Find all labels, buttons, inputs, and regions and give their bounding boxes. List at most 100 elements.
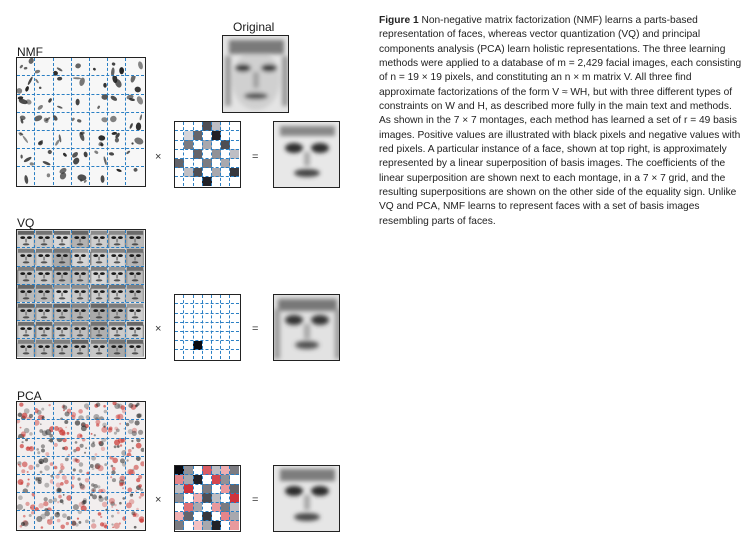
pca-coefficient-grid — [174, 465, 241, 532]
nmf-coefficient-cell — [193, 140, 203, 150]
nmf-coefficient-cell — [202, 140, 212, 150]
pca-basis-image — [71, 492, 90, 512]
grid-dash-vertical — [106, 58, 108, 185]
figure-caption: Figure 1 Non-negative matrix factorizati… — [379, 14, 745, 229]
nmf-basis-image — [89, 130, 108, 149]
nmf-basis-image — [125, 94, 144, 113]
pca-coefficient-cell — [193, 511, 203, 521]
nmf-times-sign: × — [155, 151, 162, 163]
pca-coefficient-cell — [220, 493, 230, 503]
grid-dash-vertical — [210, 295, 212, 359]
nmf-basis-image — [53, 148, 72, 167]
grid-dash-horizontal — [175, 321, 239, 323]
pca-coefficient-cell — [193, 484, 203, 494]
pca-coefficient-cell — [211, 466, 221, 476]
nmf-basis-image — [125, 74, 144, 95]
grid-dash-horizontal — [17, 93, 144, 95]
nmf-basis-image — [17, 166, 36, 185]
nmf-coefficient-cell — [220, 131, 230, 141]
pca-coefficient-cell — [175, 484, 185, 494]
pca-coefficient-cell — [202, 466, 212, 476]
nmf-basis-image — [71, 58, 90, 77]
nmf-basis-image — [35, 148, 54, 167]
vq-basis-image — [125, 284, 144, 303]
vq-coefficient-cell — [211, 340, 221, 350]
grid-dash-vertical — [34, 402, 36, 529]
vq-label: VQ — [17, 216, 35, 230]
grid-dash-vertical — [201, 122, 203, 186]
pca-basis-image — [70, 474, 90, 493]
grid-dash-vertical — [201, 466, 203, 530]
pca-result-face — [273, 465, 340, 532]
grid-dash-horizontal — [17, 338, 144, 340]
pca-basis-image — [89, 437, 108, 457]
nmf-basis-image — [89, 94, 109, 113]
pca-coefficient-cell — [175, 511, 185, 521]
grid-dash-horizontal — [175, 339, 239, 341]
pca-coefficient-cell — [193, 475, 203, 485]
nmf-coefficient-cell — [184, 167, 194, 177]
nmf-basis-image — [125, 130, 144, 149]
vq-basis-image — [71, 320, 90, 339]
nmf-basis-image — [107, 166, 126, 185]
nmf-equals-sign: = — [252, 151, 259, 163]
vq-basis-image — [89, 248, 108, 267]
vq-coefficient-cell — [220, 313, 230, 323]
pca-coefficient-cell — [229, 493, 239, 503]
vq-basis-image — [107, 338, 126, 357]
vq-coefficient-cell — [184, 331, 194, 341]
pca-basis-image — [35, 456, 54, 475]
nmf-basis-image — [17, 94, 36, 113]
nmf-coefficient-cell — [175, 131, 185, 141]
vq-times-sign: × — [155, 323, 162, 335]
grid-dash-vertical — [52, 402, 54, 529]
pca-basis-image — [89, 456, 108, 475]
nmf-basis-image — [71, 112, 90, 131]
nmf-basis-image — [71, 166, 90, 185]
vq-coefficient-cell — [211, 313, 221, 323]
pca-basis-image — [53, 456, 72, 475]
grid-dash-horizontal — [17, 166, 144, 168]
grid-dash-horizontal — [175, 492, 239, 494]
grid-dash-vertical — [52, 230, 54, 357]
pca-coefficient-cell — [229, 511, 239, 521]
nmf-coefficient-cell — [175, 167, 185, 177]
grid-dash-horizontal — [17, 129, 144, 131]
nmf-coefficient-cell — [193, 158, 203, 168]
nmf-coefficient-cell — [175, 158, 185, 168]
pca-coefficient-cell — [229, 475, 239, 485]
grid-dash-vertical — [34, 230, 36, 357]
nmf-coefficient-cell — [184, 176, 194, 186]
pca-coefficient-cell — [202, 475, 212, 485]
pca-coefficient-cell — [175, 493, 185, 503]
grid-dash-horizontal — [175, 176, 239, 178]
vq-coefficient-cell — [175, 313, 185, 323]
nmf-basis-image — [53, 58, 72, 77]
pca-basis-image — [35, 438, 54, 457]
nmf-basis-image — [89, 76, 108, 95]
pca-basis-image — [17, 491, 36, 511]
pca-coefficient-cell — [202, 502, 212, 512]
vq-basis-image — [89, 284, 108, 303]
vq-reconstruction-drawing — [274, 295, 339, 360]
vq-coefficient-cell — [175, 304, 185, 314]
grid-dash-horizontal — [175, 130, 239, 132]
grid-dash-vertical — [88, 230, 90, 357]
vq-coefficient-cell — [220, 322, 230, 332]
pca-basis-image — [89, 402, 108, 422]
nmf-basis-image — [107, 148, 126, 167]
pca-basis-image — [71, 420, 90, 440]
nmf-result-face — [273, 121, 340, 188]
grid-dash-horizontal — [175, 330, 239, 332]
pca-basis-image — [107, 474, 126, 493]
grid-dash-horizontal — [17, 75, 144, 77]
vq-coefficient-cell — [184, 322, 194, 332]
nmf-coefficient-cell — [211, 140, 221, 150]
pca-coefficient-cell — [220, 520, 230, 530]
vq-coefficient-cell — [229, 322, 239, 332]
vq-coefficient-cell — [211, 304, 221, 314]
vq-basis-image — [53, 230, 72, 249]
vq-basis-image — [71, 338, 90, 357]
vq-basis-image — [107, 320, 126, 339]
pca-coefficient-cell — [175, 520, 185, 530]
